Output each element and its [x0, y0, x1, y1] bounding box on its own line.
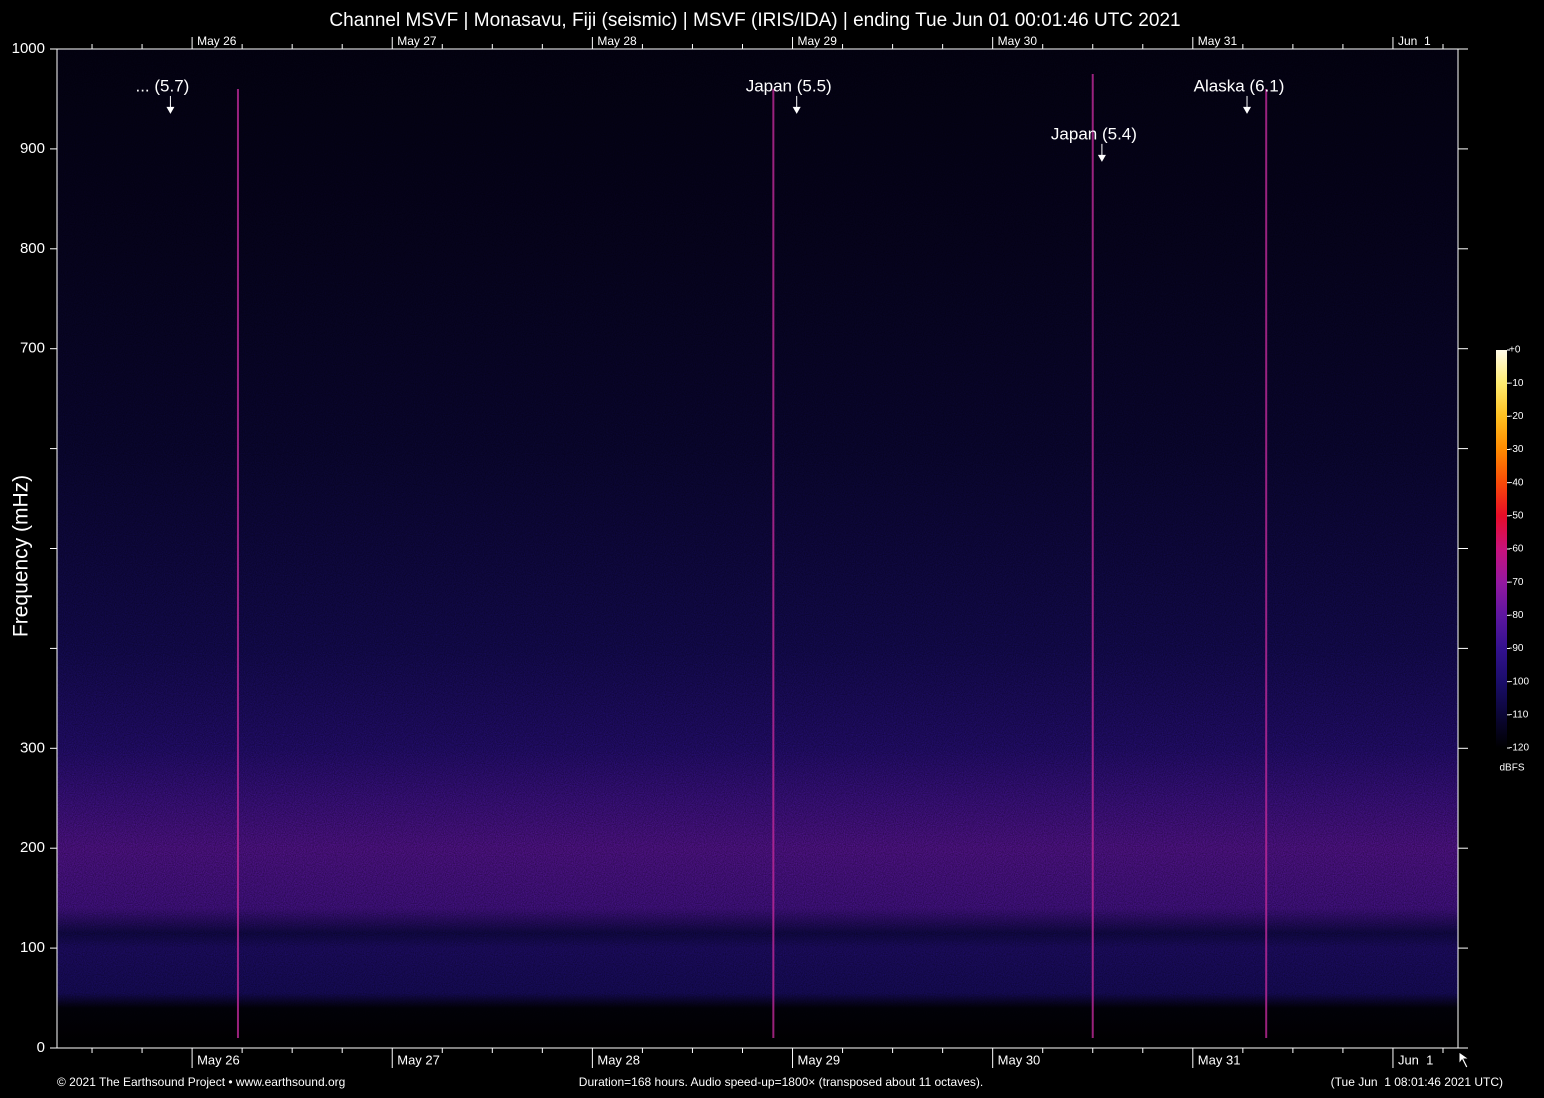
colorbar-tick-label: -50 — [1509, 510, 1524, 521]
x-tick-label-top: May 28 — [597, 34, 637, 48]
footer-left: © 2021 The Earthsound Project • www.eart… — [57, 1075, 345, 1089]
x-tick-label: May 28 — [597, 1052, 640, 1067]
annotation-arrowhead — [1097, 154, 1106, 162]
x-tick-label: May 27 — [397, 1052, 440, 1067]
y-tick-label: 700 — [20, 340, 45, 357]
annotation: Japan (5.4) — [1051, 124, 1137, 143]
colorbar-tick-label: -90 — [1509, 643, 1524, 654]
cursor — [1458, 1051, 1471, 1069]
x-tick-label-top: Jun 1 — [1398, 34, 1431, 48]
colorbar-tick-label: -80 — [1509, 610, 1524, 621]
x-tick-label: May 31 — [1198, 1052, 1241, 1067]
x-tick-label: May 30 — [998, 1052, 1041, 1067]
y-axis-label: Frequency (mHz) — [10, 475, 33, 637]
annotation: ... (5.7) — [135, 76, 189, 95]
annotation: Alaska (6.1) — [1194, 76, 1285, 95]
x-tick-label: May 29 — [798, 1052, 841, 1067]
footer-right: (Tue Jun 1 08:01:46 2021 UTC) — [1331, 1075, 1503, 1089]
y-tick-label: 800 — [20, 240, 45, 257]
colorbar-tick-label: -70 — [1509, 577, 1524, 588]
colorbar-unit: dBFS — [1499, 763, 1524, 774]
colorbar-tick-label: -10 — [1509, 378, 1524, 389]
y-tick-label: 0 — [37, 1039, 45, 1056]
colorbar-tick-label: -30 — [1509, 444, 1524, 455]
annotation: Japan (5.5) — [746, 76, 832, 95]
colorbar-tick-label: -120 — [1509, 743, 1529, 754]
colorbar-tick-label: +0 — [1509, 345, 1521, 356]
x-tick-label: May 26 — [197, 1052, 240, 1067]
colorbar-tick-label: -110 — [1509, 709, 1529, 720]
y-tick-label: 100 — [20, 939, 45, 956]
colorbar-tick-label: -100 — [1509, 676, 1529, 687]
y-tick-label: 200 — [20, 839, 45, 856]
y-tick-label: 300 — [20, 739, 45, 756]
x-tick-label-top: May 26 — [197, 34, 237, 48]
colorbar-tick-label: -20 — [1509, 411, 1524, 422]
x-tick-label-top: May 29 — [798, 34, 838, 48]
x-tick-label-top: May 30 — [998, 34, 1038, 48]
colorbar — [1496, 350, 1507, 748]
annotation-arrowhead — [1243, 106, 1252, 114]
x-tick-label-top: May 27 — [397, 34, 437, 48]
noise-texture — [57, 49, 1458, 1048]
annotation-arrowhead — [792, 106, 801, 114]
annotation-arrowhead — [166, 106, 175, 114]
x-tick-label: Jun 1 — [1398, 1052, 1433, 1067]
y-tick-label: 1000 — [12, 40, 45, 57]
footer-center: Duration=168 hours. Audio speed-up=1800×… — [579, 1075, 983, 1089]
colorbar-tick-label: -40 — [1509, 477, 1524, 488]
y-tick-label: 900 — [20, 140, 45, 157]
chart-title: Channel MSVF | Monasavu, Fiji (seismic) … — [329, 10, 1180, 31]
colorbar-tick-label: -60 — [1509, 544, 1524, 555]
x-tick-label-top: May 31 — [1198, 34, 1238, 48]
